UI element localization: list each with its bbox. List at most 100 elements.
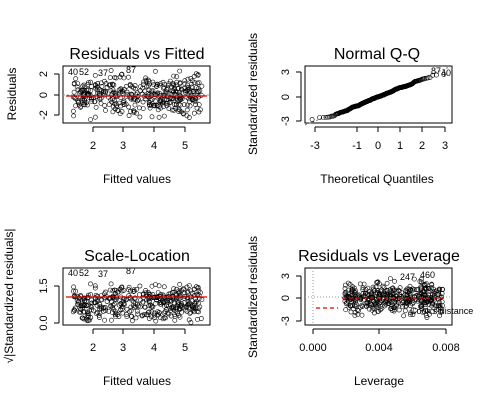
panel4-point — [387, 298, 392, 304]
panel4-point — [360, 287, 366, 293]
panel4-ytick-0: 0 — [280, 295, 292, 301]
panel1-point — [98, 101, 104, 106]
panel4-point — [440, 287, 445, 292]
panel3-point — [99, 304, 104, 310]
panel1-point — [136, 105, 142, 111]
panel4-point — [382, 303, 388, 309]
panel1-point — [92, 73, 98, 78]
panel4-point — [356, 308, 361, 314]
panel4-point — [352, 312, 358, 318]
panel1-point — [73, 103, 78, 109]
panel4-point — [343, 289, 349, 295]
panel4-point — [375, 290, 380, 295]
panel3-point — [186, 283, 192, 288]
panel1-point — [167, 78, 173, 84]
panel1-point — [171, 89, 177, 95]
panel1-point — [130, 108, 136, 114]
panel3-point — [160, 316, 166, 322]
panel3-point — [149, 309, 155, 315]
panel1-point — [166, 106, 172, 111]
panel3-point — [164, 301, 170, 307]
panel1-point — [71, 108, 76, 114]
panel4-point — [348, 303, 354, 309]
panel3-point — [109, 317, 114, 323]
panel3-point — [151, 312, 157, 318]
panel4-point — [423, 313, 429, 318]
panel3-ylabel: √|Standardized residuals| — [2, 229, 16, 364]
panel1-point — [126, 74, 131, 80]
panel1-point — [171, 102, 177, 107]
panel1-point — [119, 72, 124, 77]
panel4-point — [373, 301, 379, 307]
panel1-xlabel: Fitted values — [103, 172, 171, 186]
panel4-point — [396, 288, 402, 294]
panel4-cooks-distance-label: Cook's distance — [410, 306, 473, 316]
panel4-point — [380, 296, 386, 302]
panel2-annotation-87: 87 — [431, 66, 441, 76]
panel1-point — [161, 85, 167, 90]
panel3-point — [131, 288, 137, 294]
panel1-point — [103, 108, 108, 113]
panel1-point — [110, 87, 116, 93]
panel1-point — [191, 88, 196, 94]
panel4-point — [370, 284, 376, 290]
panel4-point — [432, 291, 438, 297]
panel4-point — [394, 301, 399, 307]
panel1-point — [81, 92, 87, 98]
panel4-ytick-minus3: -3 — [280, 316, 292, 326]
panel3-point — [177, 293, 183, 299]
panel4-point — [385, 288, 390, 293]
panel1-point — [192, 80, 197, 85]
panel1-point — [117, 74, 123, 80]
panel3-point — [188, 319, 194, 325]
panel4-point — [429, 303, 434, 309]
panel3-point — [185, 302, 191, 308]
panel3-ytick-1.5: 1.5 — [38, 278, 50, 293]
panel1-y-axis: -2 0 2 — [38, 71, 60, 120]
panel4-point — [424, 286, 429, 292]
panel3-point — [102, 317, 107, 323]
panel4-point — [411, 276, 417, 282]
panel1-point — [113, 101, 119, 107]
panel1-point — [70, 94, 76, 100]
panel3-point — [136, 292, 142, 298]
panel4-point — [401, 313, 406, 319]
panel1-point — [94, 87, 100, 93]
panel4-point — [400, 300, 405, 305]
panel1-point — [113, 75, 119, 81]
panel3-point — [94, 299, 100, 304]
panel1-point — [181, 86, 187, 91]
panel3-point — [171, 286, 177, 292]
panel3-point — [145, 290, 151, 295]
panel1-point — [117, 111, 123, 117]
panel4-point — [363, 290, 369, 296]
panel1-annotation-87: 87 — [126, 65, 136, 75]
panel3-point — [169, 305, 175, 311]
panel1-point — [171, 73, 177, 79]
panel1-point — [195, 89, 201, 95]
panel1-point — [102, 103, 107, 108]
panel4-point — [427, 298, 433, 304]
panel1-point — [167, 100, 172, 106]
panel1-point — [71, 113, 76, 119]
panel1-point — [184, 82, 190, 88]
panel2-ytick-3: 3 — [280, 69, 292, 75]
panel1-point — [147, 97, 153, 103]
panel3-point — [81, 316, 87, 322]
panel3-point — [85, 311, 91, 317]
panel1-point — [106, 102, 112, 107]
panel4-point — [407, 283, 413, 289]
panel4-annotation-247: 247 — [400, 272, 415, 282]
panel3-point — [88, 281, 93, 287]
panel1-ytick-0: 0 — [38, 92, 50, 98]
panel1-point — [148, 102, 154, 108]
panel2-point — [317, 115, 322, 120]
panel1-point — [92, 114, 98, 120]
panel3-annotation-40: 40 — [68, 268, 78, 278]
panel3-point — [131, 299, 137, 305]
panel3-point — [148, 295, 154, 301]
panel4-point — [407, 292, 413, 298]
panel4-point — [343, 307, 349, 313]
panel1-point — [80, 96, 85, 102]
panel3-point — [142, 304, 148, 310]
